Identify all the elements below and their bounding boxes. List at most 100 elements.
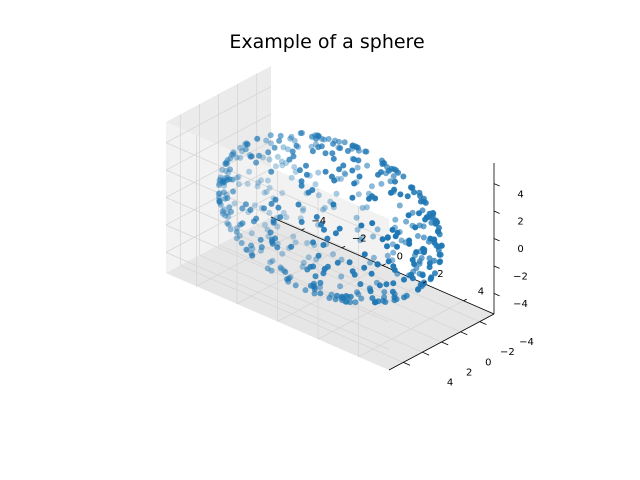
scatter-point (416, 260, 423, 267)
scatter-point (284, 146, 291, 153)
scatter-point (255, 179, 262, 186)
scatter-point (267, 259, 274, 266)
z-tick-label: 0 (517, 244, 523, 255)
scatter-point (349, 268, 356, 275)
scatter-point (258, 177, 264, 184)
scatter-point (303, 171, 310, 178)
scatter-point (263, 137, 270, 144)
scatter-point (369, 295, 376, 302)
scatter-point (329, 150, 336, 157)
scatter-point (368, 270, 375, 277)
scatter-point (379, 236, 386, 243)
scatter-point (436, 259, 443, 266)
scatter-point (216, 197, 223, 204)
x-tick-mark (463, 298, 467, 302)
scatter-point (280, 209, 287, 216)
scatter-point (235, 181, 242, 187)
scatter-point (379, 161, 386, 167)
scatter-point (305, 254, 312, 261)
scatter-point (321, 226, 327, 233)
scatter-point (403, 218, 410, 225)
grid-line (165, 142, 390, 240)
scatter-point (276, 137, 283, 144)
scatter-point (337, 145, 344, 152)
scatter-point (343, 293, 350, 299)
scatter-point (341, 139, 348, 146)
scatter-point (254, 183, 261, 190)
scatter-point (364, 162, 371, 169)
scatter-point (272, 196, 279, 203)
grid-line (165, 168, 272, 226)
scatter-point (219, 167, 226, 173)
scatter-point (385, 258, 392, 265)
scatter-point (237, 154, 244, 161)
scatter-point (422, 216, 429, 223)
tick-labels: −4 −2 0 2 4 −4 −2 0 2 4 −4 −2 0 2 4 (301, 183, 534, 389)
scatter-point (313, 135, 319, 142)
scatter-point (354, 164, 361, 171)
scatter-point (271, 144, 278, 151)
scatter-point (426, 260, 433, 267)
scatter-point (390, 263, 397, 270)
scatter-point (231, 200, 238, 207)
scatter-point (248, 242, 255, 249)
scatter-point (355, 191, 362, 198)
scatter-point (322, 150, 329, 157)
scatter-point (312, 181, 319, 188)
scatter-point (392, 233, 399, 240)
scatter-point (346, 259, 353, 266)
scatter-point (354, 226, 361, 233)
scatter-point (233, 229, 240, 235)
scatter-point (264, 265, 271, 272)
scatter-point (299, 263, 306, 270)
scatter-point (296, 167, 303, 174)
scatter-point (265, 149, 272, 156)
scatter-point (288, 243, 295, 250)
z-tick-label: −4 (513, 299, 528, 310)
scatter-point (427, 235, 434, 242)
scatter-point (309, 187, 316, 193)
scatter-point (426, 255, 433, 262)
scatter-point (390, 173, 397, 180)
scatter-point (266, 156, 273, 163)
scatter-point (384, 234, 391, 241)
grid-line (237, 234, 461, 333)
scatter-point (384, 243, 390, 250)
scatter-point (375, 298, 382, 305)
scatter-point (279, 190, 286, 196)
scatter-point (257, 236, 264, 243)
scatter-point (256, 152, 262, 159)
y-tick-label: 2 (466, 368, 472, 379)
scatter-point (219, 208, 226, 215)
scatter-points (215, 130, 445, 306)
scatter-point (264, 177, 271, 184)
scatter-point (370, 233, 377, 240)
scatter-point (272, 235, 279, 242)
scatter-point (412, 224, 419, 231)
grid-line (199, 254, 423, 353)
y-tick-label: −4 (519, 337, 534, 348)
scatter-point (224, 195, 231, 202)
scatter-point (353, 214, 360, 221)
scatter-point (374, 261, 381, 268)
scatter-point (417, 193, 424, 199)
scatter-point (310, 263, 317, 270)
scatter-point (293, 142, 300, 149)
grid-line (180, 264, 404, 363)
scatter-point (397, 191, 404, 198)
scatter-point (420, 223, 427, 230)
scatter-point (389, 226, 396, 233)
z-tick-mark (493, 210, 500, 214)
scatter-point (382, 299, 389, 305)
scatter-point (216, 199, 223, 206)
y-tick-mark (479, 321, 487, 325)
scatter-point (336, 138, 342, 145)
scatter-point (368, 183, 375, 190)
scatter-point (216, 197, 223, 204)
scatter-point (419, 272, 426, 279)
scatter-point (278, 158, 285, 165)
scatter-point (227, 226, 234, 233)
scatter-point (332, 230, 339, 237)
scatter-point (268, 200, 275, 207)
x-tick-mark (422, 281, 427, 284)
